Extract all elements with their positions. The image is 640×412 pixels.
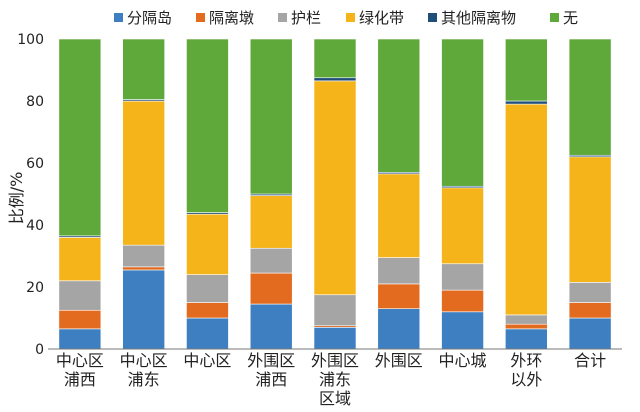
bar-segment (568, 282, 612, 303)
y-tick-label: 60 (26, 156, 44, 172)
bar-segment (186, 213, 229, 275)
legend-label: 其他隔离物 (441, 9, 516, 27)
x-tick-label: 中心区 (183, 351, 231, 370)
x-tick-label: 外环 (510, 351, 542, 370)
bar-segment (58, 309, 102, 330)
legend-swatch (114, 13, 123, 22)
bar-segment (122, 38, 165, 100)
bar-segment (377, 38, 421, 173)
bar-segment (377, 283, 421, 309)
y-tick-label: 100 (17, 32, 44, 48)
x-tick-label: 区域 (319, 389, 351, 408)
legend-swatch (428, 13, 437, 22)
legend-label: 护栏 (291, 9, 321, 27)
bar-segment (58, 38, 102, 237)
x-tick-label: 外围区 (247, 351, 295, 370)
x-tick-label: 浦西 (64, 370, 96, 389)
bar-segment (568, 156, 612, 283)
legend-label: 分隔岛 (127, 9, 172, 27)
bar-segment (505, 328, 548, 350)
y-axis-label: 比例/% (7, 172, 26, 225)
x-tick-label: 中心区 (120, 351, 168, 370)
y-tick-label: 40 (26, 218, 44, 234)
legend-label: 隔离墩 (209, 9, 254, 27)
bar-segment (122, 269, 165, 350)
legend-label: 无 (563, 9, 578, 27)
legend: 分隔岛 隔离墩 护栏 绿化带 其他隔离物 无 (114, 9, 578, 27)
bar-segment (441, 187, 484, 265)
x-tick-label: 浦东 (128, 370, 160, 389)
x-tick-label: 外围区 (375, 351, 423, 370)
bar-segment (505, 323, 548, 330)
bar-segment (58, 237, 102, 282)
bar-segment (122, 100, 165, 246)
x-tick-label: 中心区 (56, 351, 104, 370)
y-tick-label: 20 (26, 280, 44, 296)
bar-segment (441, 38, 484, 187)
bar-segment (568, 38, 612, 156)
bar-segment (122, 266, 165, 271)
bar-segment (249, 272, 293, 305)
bar-segment (377, 173, 421, 258)
bar-segment (58, 280, 102, 311)
bar-segment (568, 317, 612, 350)
bar-segment (313, 77, 357, 82)
bar-segment (377, 257, 421, 285)
bar-segment (313, 326, 357, 350)
bar-segment (568, 302, 612, 319)
bar-segment (505, 314, 548, 325)
bar-segment (249, 38, 293, 195)
bar-segment (249, 195, 293, 249)
y-axis-ticks: 0 20 40 60 80 100 (17, 32, 44, 358)
y-axis-label-group: 比例/% (7, 172, 26, 225)
bar-segment (58, 328, 102, 350)
legend-swatch (278, 13, 287, 22)
y-tick-label: 80 (26, 94, 44, 110)
legend-label: 绿化带 (359, 9, 404, 27)
x-tick-label: 以外 (510, 370, 542, 389)
x-tick-label: 浦东 (319, 370, 351, 389)
bar-segment (313, 80, 357, 296)
bars (58, 38, 612, 350)
bar-segment (505, 100, 548, 105)
bar-segment (505, 38, 548, 102)
bar-segment (441, 263, 484, 291)
bar-segment (186, 274, 229, 303)
bar-segment (313, 38, 357, 79)
bar-segment (313, 294, 357, 327)
bar-segment (441, 311, 484, 350)
bar-segment (122, 244, 165, 268)
y-tick-label: 0 (35, 342, 44, 358)
x-tick-label: 浦西 (255, 370, 287, 389)
bar-segment (505, 103, 548, 316)
bar-segment (249, 247, 293, 274)
legend-swatch (346, 13, 355, 22)
x-tick-label: 外围区 (311, 351, 359, 370)
bar-segment (186, 38, 229, 213)
x-tick-label: 合计 (574, 351, 606, 370)
bar-segment (377, 308, 421, 350)
legend-swatch (196, 13, 205, 22)
bar-segment (249, 303, 293, 350)
bar-segment (186, 317, 229, 350)
legend-swatch (550, 13, 559, 22)
bar-segment (441, 289, 484, 313)
x-tick-label: 中心城 (439, 351, 487, 370)
bar-segment (186, 302, 229, 319)
